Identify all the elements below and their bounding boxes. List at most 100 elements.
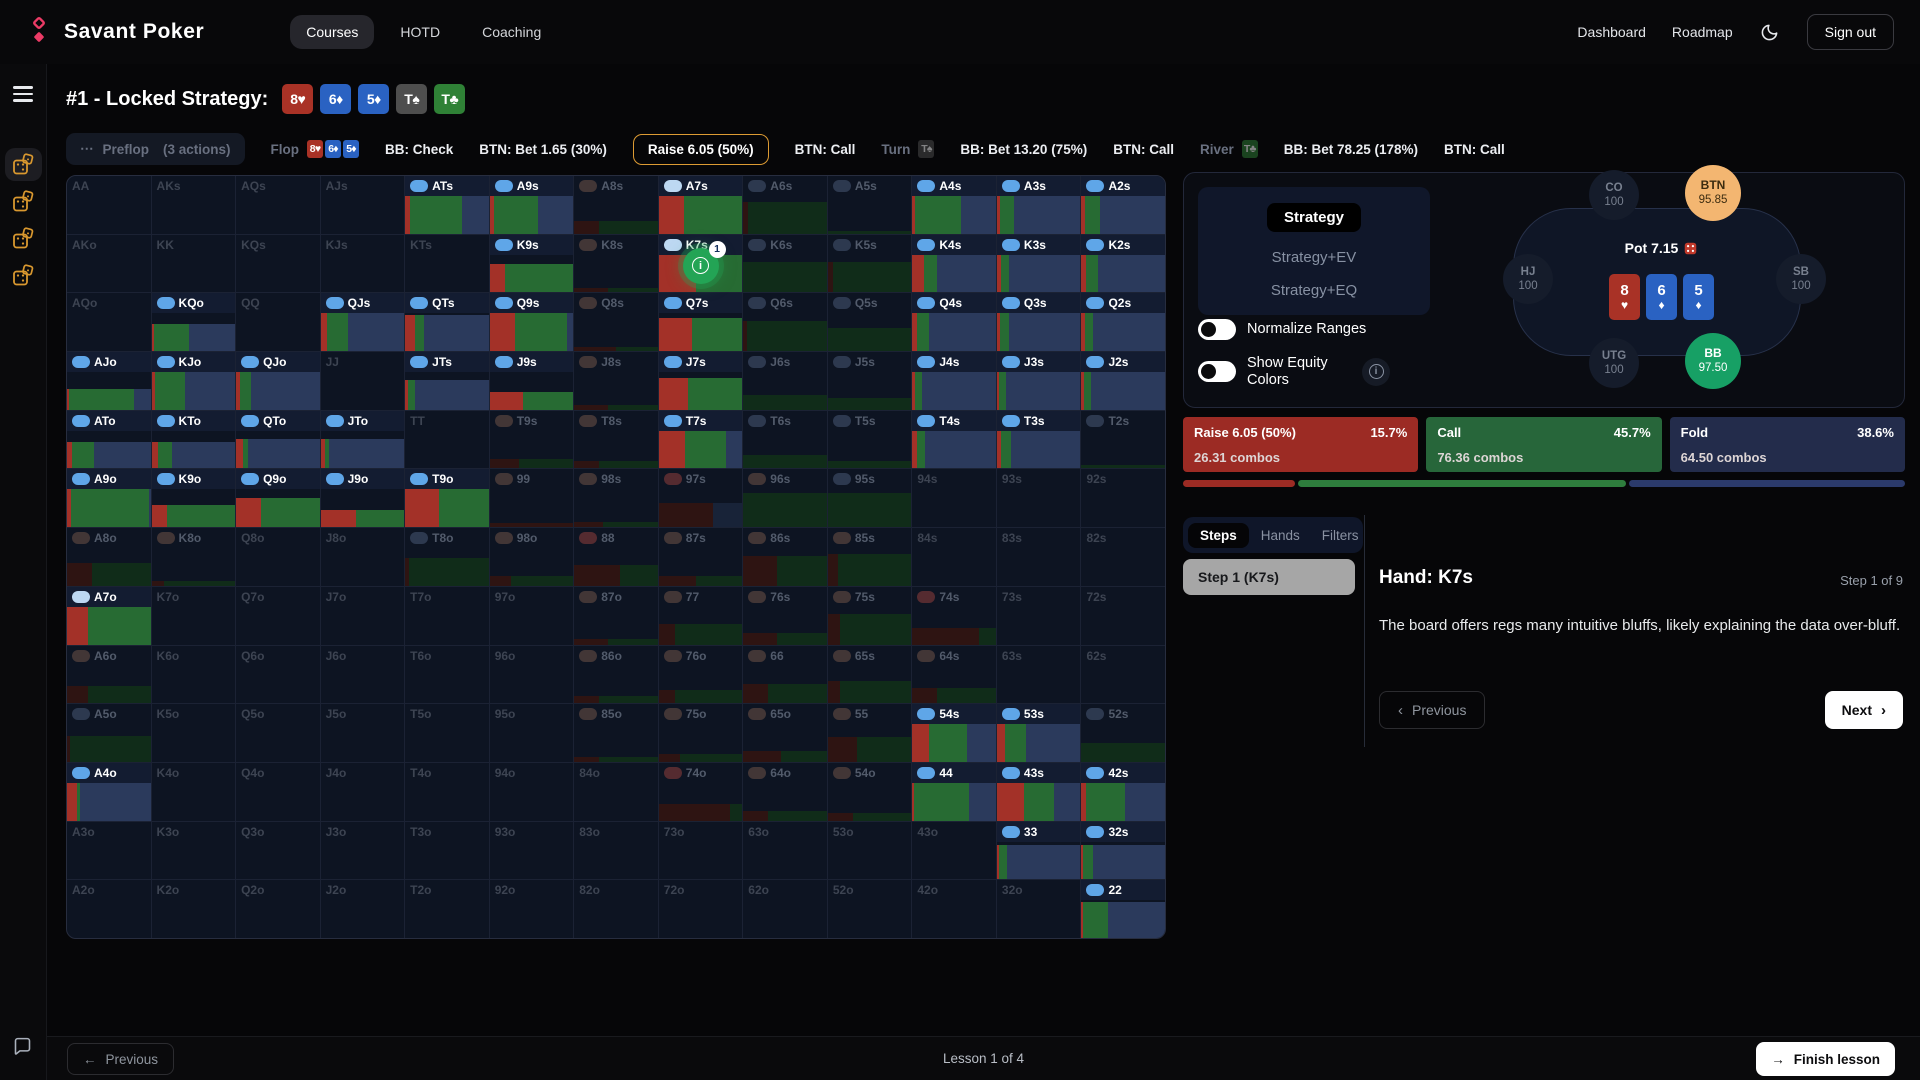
- grid-cell-84s[interactable]: 84s: [912, 528, 996, 586]
- grid-cell-JTs[interactable]: JTs: [405, 352, 489, 410]
- grid-cell-J6o[interactable]: J6o: [320, 645, 405, 704]
- timeline-action[interactable]: BTN: Call: [1444, 141, 1505, 157]
- grid-cell-73o[interactable]: 73o: [658, 821, 743, 880]
- sidebar-lesson-4[interactable]: [5, 259, 42, 292]
- grid-cell-75o[interactable]: 75o: [658, 704, 743, 762]
- grid-cell-K3o[interactable]: K3o: [151, 821, 236, 880]
- grid-cell-K4o[interactable]: K4o: [151, 762, 236, 821]
- grid-cell-95o[interactable]: 95o: [489, 704, 574, 762]
- grid-cell-55[interactable]: 55: [827, 704, 912, 762]
- grid-cell-Q3o[interactable]: Q3o: [236, 821, 320, 880]
- grid-cell-82o[interactable]: 82o: [574, 880, 658, 938]
- grid-cell-T9o[interactable]: T9o: [405, 469, 489, 528]
- strategy-option-strategy-eq[interactable]: Strategy+EQ: [1270, 281, 1358, 299]
- grid-cell-QQ[interactable]: QQ: [236, 293, 320, 352]
- timeline-action[interactable]: BB: Bet 78.25 (178%): [1283, 141, 1419, 157]
- step-previous-button[interactable]: ‹ Previous: [1379, 691, 1486, 729]
- timeline-action[interactable]: BTN: Call: [1113, 141, 1174, 157]
- grid-cell-K5o[interactable]: K5o: [151, 704, 236, 762]
- grid-cell-96s[interactable]: 96s: [743, 469, 827, 528]
- grid-cell-KTo[interactable]: KTo: [151, 410, 236, 469]
- grid-cell-QTs[interactable]: QTs: [405, 293, 489, 352]
- grid-cell-77[interactable]: 77: [658, 586, 743, 645]
- grid-cell-Q9o[interactable]: Q9o: [236, 469, 320, 528]
- grid-cell-T4s[interactable]: T4s: [912, 410, 996, 469]
- grid-cell-A6o[interactable]: A6o: [67, 645, 151, 704]
- grid-cell-TT[interactable]: TT: [405, 410, 489, 469]
- grid-cell-QTo[interactable]: QTo: [236, 410, 320, 469]
- timeline-preflop[interactable]: ⋯ Preflop (3 actions): [66, 133, 245, 165]
- grid-cell-KJs[interactable]: KJs: [320, 234, 405, 293]
- timeline-street-flop[interactable]: Flop 8♥ 6♦ 5♦: [271, 140, 360, 158]
- grid-cell-K9s[interactable]: K9s: [489, 234, 574, 293]
- grid-cell-A9s[interactable]: A9s: [489, 176, 574, 234]
- grid-cell-72s[interactable]: 72s: [1081, 586, 1165, 645]
- grid-cell-J4o[interactable]: J4o: [320, 762, 405, 821]
- grid-cell-Q2o[interactable]: Q2o: [236, 880, 320, 938]
- timeline-street-turn[interactable]: Turn T♠: [881, 140, 935, 158]
- grid-cell-JTo[interactable]: JTo: [320, 410, 405, 469]
- grid-cell-A9o[interactable]: A9o: [67, 469, 151, 528]
- grid-cell-A3o[interactable]: A3o: [67, 821, 151, 880]
- grid-cell-J5s[interactable]: J5s: [827, 352, 912, 410]
- grid-cell-86s[interactable]: 86s: [743, 528, 827, 586]
- grid-cell-Q4s[interactable]: Q4s: [912, 293, 996, 352]
- grid-cell-63o[interactable]: 63o: [743, 821, 827, 880]
- grid-cell-74o[interactable]: 74o: [658, 762, 743, 821]
- grid-cell-64s[interactable]: 64s: [912, 645, 996, 704]
- strategy-option-strategy[interactable]: Strategy: [1266, 203, 1362, 233]
- grid-cell-T8s[interactable]: T8s: [574, 410, 658, 469]
- grid-cell-99[interactable]: 99: [489, 469, 574, 528]
- grid-cell-53s[interactable]: 53s: [996, 704, 1081, 762]
- grid-cell-65s[interactable]: 65s: [827, 645, 912, 704]
- grid-cell-JJ[interactable]: JJ: [320, 352, 405, 410]
- grid-cell-87s[interactable]: 87s: [658, 528, 743, 586]
- grid-cell-A6s[interactable]: A6s: [743, 176, 827, 234]
- show-equity-toggle[interactable]: [1198, 361, 1236, 383]
- grid-cell-75s[interactable]: 75s: [827, 586, 912, 645]
- grid-cell-AA[interactable]: AA: [67, 176, 151, 234]
- action-card-raise[interactable]: Raise 6.05 (50%) 15.7% 26.31 combos: [1183, 417, 1419, 472]
- grid-cell-J3o[interactable]: J3o: [320, 821, 405, 880]
- grid-cell-T5s[interactable]: T5s: [827, 410, 912, 469]
- grid-cell-Q5s[interactable]: Q5s: [827, 293, 912, 352]
- grid-cell-32o[interactable]: 32o: [996, 880, 1081, 938]
- tab-filters[interactable]: Filters: [1321, 527, 1359, 543]
- grid-cell-43s[interactable]: 43s: [996, 762, 1081, 821]
- grid-cell-54s[interactable]: 54s: [912, 704, 996, 762]
- grid-cell-Q2s[interactable]: Q2s: [1081, 293, 1165, 352]
- grid-cell-93s[interactable]: 93s: [996, 469, 1081, 528]
- grid-cell-J4s[interactable]: J4s: [912, 352, 996, 410]
- grid-cell-AQo[interactable]: AQo: [67, 293, 151, 352]
- timeline-action[interactable]: BTN: Bet 1.65 (30%): [479, 141, 607, 157]
- chat-bubble-icon[interactable]: [12, 1036, 33, 1062]
- grid-cell-97s[interactable]: 97s: [658, 469, 743, 528]
- grid-cell-Q6s[interactable]: Q6s: [743, 293, 827, 352]
- grid-cell-K6s[interactable]: K6s: [743, 234, 827, 293]
- grid-cell-Q7o[interactable]: Q7o: [236, 586, 320, 645]
- grid-cell-T5o[interactable]: T5o: [405, 704, 489, 762]
- grid-cell-66[interactable]: 66: [743, 645, 827, 704]
- nav-tab-courses[interactable]: Courses: [290, 15, 375, 49]
- grid-cell-42s[interactable]: 42s: [1081, 762, 1165, 821]
- grid-cell-95s[interactable]: 95s: [827, 469, 912, 528]
- grid-cell-A4o[interactable]: A4o: [67, 762, 151, 821]
- grid-cell-K7s[interactable]: K7s i 1: [658, 234, 743, 293]
- grid-cell-32s[interactable]: 32s: [1081, 821, 1165, 880]
- grid-cell-A5o[interactable]: A5o: [67, 704, 151, 762]
- grid-cell-T3o[interactable]: T3o: [405, 821, 489, 880]
- grid-cell-K7o[interactable]: K7o: [151, 586, 236, 645]
- grid-cell-K4s[interactable]: K4s: [912, 234, 996, 293]
- grid-cell-ATs[interactable]: ATs: [405, 176, 489, 234]
- action-card-call[interactable]: Call 45.7% 76.36 combos: [1426, 417, 1662, 472]
- grid-cell-KJo[interactable]: KJo: [151, 352, 236, 410]
- timeline-action[interactable]: BB: Check: [385, 141, 454, 157]
- grid-cell-AKo[interactable]: AKo: [67, 234, 151, 293]
- grid-cell-63s[interactable]: 63s: [996, 645, 1081, 704]
- grid-cell-62s[interactable]: 62s: [1081, 645, 1165, 704]
- grid-cell-T2o[interactable]: T2o: [405, 880, 489, 938]
- grid-cell-ATo[interactable]: ATo: [67, 410, 151, 469]
- grid-cell-K8s[interactable]: K8s: [574, 234, 658, 293]
- grid-cell-72o[interactable]: 72o: [658, 880, 743, 938]
- grid-cell-A8s[interactable]: A8s: [574, 176, 658, 234]
